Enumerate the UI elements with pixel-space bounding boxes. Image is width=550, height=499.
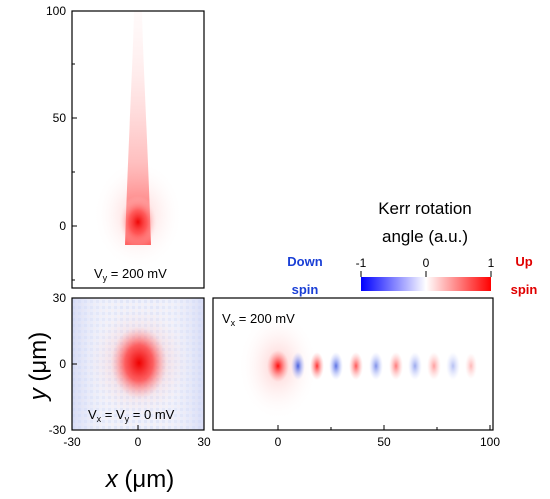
up-spin-label-line1: Up — [515, 254, 532, 269]
colorbar-title-line2: angle (a.u.) — [382, 227, 468, 246]
colorbar-tick-neg1: -1 — [356, 256, 367, 270]
zero-xtick-0: 0 — [135, 435, 142, 449]
x-axis-label: x (μm) — [105, 466, 174, 493]
vy-condition-label: Vy = 200 mV — [94, 266, 167, 283]
colorbar-title-line1: Kerr rotation — [378, 199, 472, 218]
panel-vy: 100 50 0 Vy = 200 mV — [46, 4, 205, 289]
vx-xtick-50: 50 — [377, 435, 391, 449]
zero-xtick-neg30: -30 — [63, 435, 81, 449]
colorbar-tick-0: 0 — [423, 256, 430, 270]
panel-vx: 0 50 100 Vx = 200 mV — [212, 297, 500, 449]
panel-vx-image — [238, 311, 477, 421]
colorbar-tick-1: 1 — [488, 256, 495, 270]
down-spin-label-line2: spin — [292, 282, 319, 297]
vx-xtick-0: 0 — [275, 435, 282, 449]
colorbar-gradient — [361, 277, 491, 291]
zero-ytick-0: 0 — [59, 357, 66, 371]
zero-ytick-neg30: -30 — [49, 423, 67, 437]
vy-ytick-100: 100 — [46, 4, 66, 18]
vx-xtick-100: 100 — [480, 435, 500, 449]
panel-vy-frame — [71, 10, 205, 289]
vx-condition-label: Vx = 200 mV — [222, 311, 295, 328]
down-spin-label-line1: Down — [287, 254, 322, 269]
panel-zero-image — [72, 298, 204, 430]
y-axis-label: y (μm) — [25, 332, 52, 402]
panel-zero: 30 0 -30 -30 0 30 Vx = Vy = 0 mV — [49, 291, 211, 449]
colorbar: Kerr rotation angle (a.u.) -1 0 1 Down s… — [287, 199, 537, 297]
zero-ytick-30: 30 — [53, 291, 67, 305]
panel-vy-image — [93, 11, 183, 270]
vy-ytick-0: 0 — [59, 219, 66, 233]
zero-xtick-30: 30 — [197, 435, 211, 449]
panel-vx-frame — [212, 297, 494, 431]
up-spin-label-line2: spin — [511, 282, 538, 297]
zero-condition-label: Vx = Vy = 0 mV — [88, 407, 175, 424]
vy-ytick-50: 50 — [53, 111, 67, 125]
